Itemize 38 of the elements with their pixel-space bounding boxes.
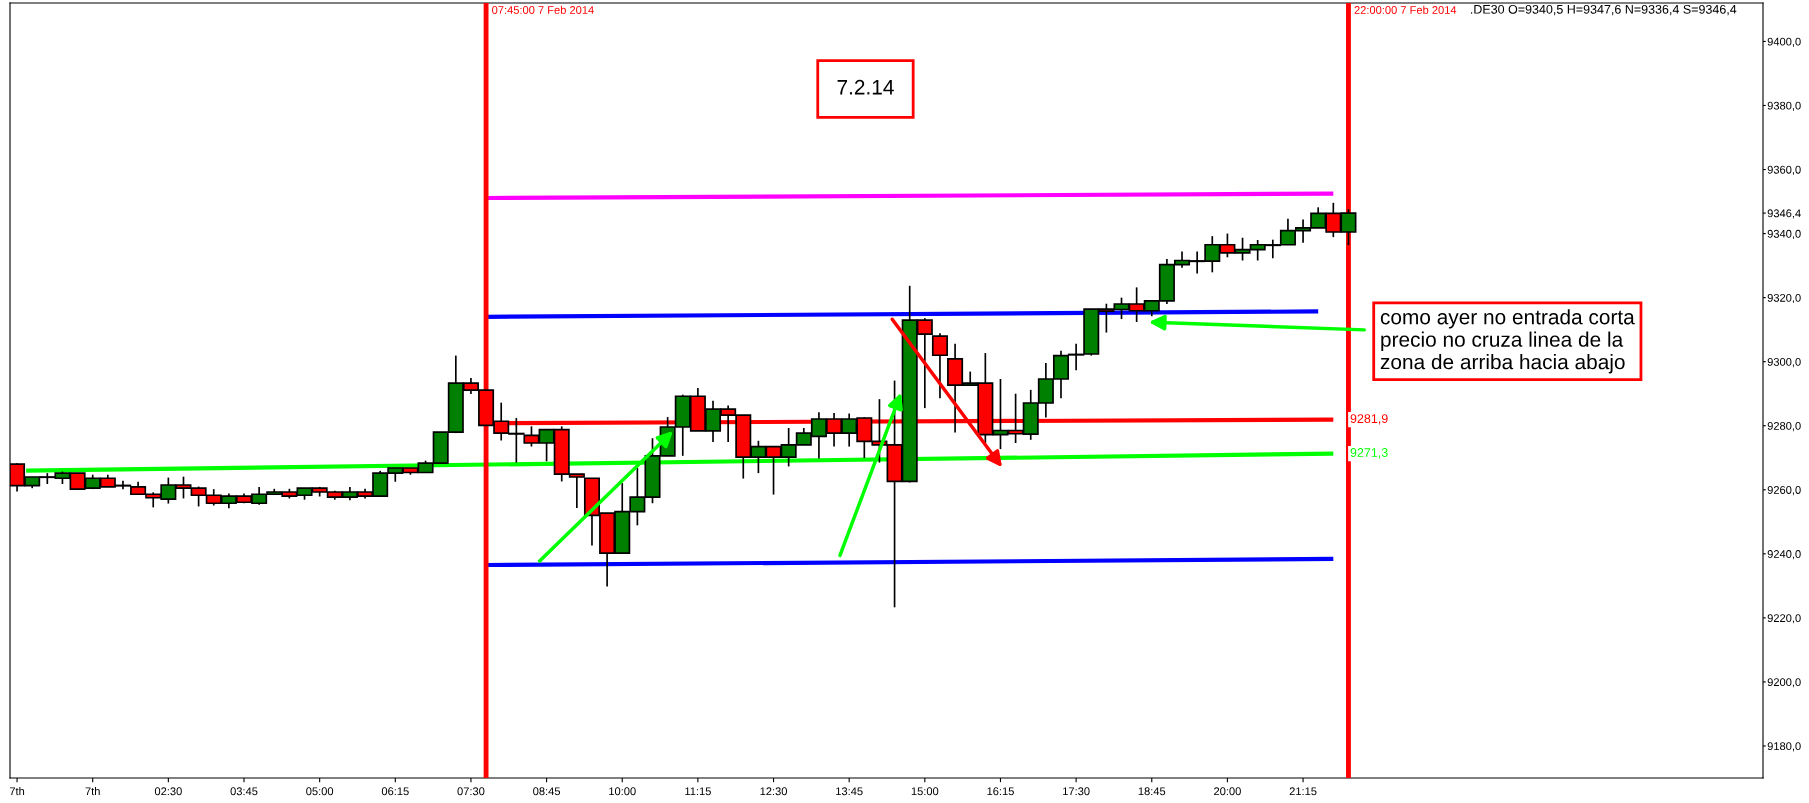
annotation: 9271,3 [1350, 448, 1388, 459]
x-tick-label: 10:00 [609, 787, 636, 796]
y-tick-label: 9400,0 [1767, 37, 1801, 47]
x-tick-label: 03:45 [230, 787, 258, 796]
x-tick-label: 08:45 [533, 787, 561, 796]
x-tick-label: 12:30 [760, 787, 787, 796]
x-tick-label: 02:30 [154, 787, 182, 796]
y-tick-label: 9260,0 [1767, 486, 1801, 496]
y-tick-label: 9200,0 [1767, 678, 1801, 688]
x-tick-label: 05:00 [306, 787, 334, 796]
ref-line-label: 22:00:00 7 Feb 2014 [1354, 5, 1457, 14]
x-tick-label: 20:00 [1214, 787, 1241, 796]
annotation: como ayer no entrada corta precio no cruza linea de la zona de arriba hacia abajo [1380, 309, 1635, 374]
x-tick-label: 18:45 [1138, 787, 1166, 796]
x-tick-label: 13:45 [836, 787, 863, 796]
x-tick-label: 17:30 [1063, 787, 1090, 796]
y-tick-label: 9380,0 [1767, 101, 1801, 111]
y-tick-label: 9360,0 [1767, 165, 1801, 175]
x-tick-label: 11:15 [685, 787, 711, 796]
x-tick-label: 21:15 [1289, 787, 1317, 796]
annotation: .DE30 O=9340,5 H=9347,6 N=9336,4 S=9346,4 [1470, 4, 1737, 16]
y-tick-label: 9340,0 [1767, 229, 1801, 240]
annotation: 7.2.14 [837, 79, 894, 95]
y-tick-label: 9220,0 [1767, 614, 1801, 624]
x-tick-label: 07:30 [457, 787, 485, 796]
x-tick-label: 7th [85, 787, 100, 796]
y-tick-label: 9240,0 [1767, 550, 1801, 560]
y-tick-label: 9180,0 [1767, 742, 1801, 752]
y-tick-label: 9346,4 [1767, 209, 1801, 219]
x-tick-label: 15:00 [911, 787, 939, 796]
x-tick-label: 7th [9, 787, 25, 796]
x-tick-label: 16:15 [987, 787, 1014, 796]
y-tick-label: 9280,0 [1767, 421, 1801, 432]
y-tick-label: 9320,0 [1767, 293, 1801, 304]
x-tick-label: 06:15 [381, 787, 409, 796]
y-tick-label: 9300,0 [1767, 357, 1801, 368]
ref-line-label: 07:45:00 7 Feb 2014 [492, 5, 594, 14]
annotation: 9281,9 [1350, 414, 1388, 425]
